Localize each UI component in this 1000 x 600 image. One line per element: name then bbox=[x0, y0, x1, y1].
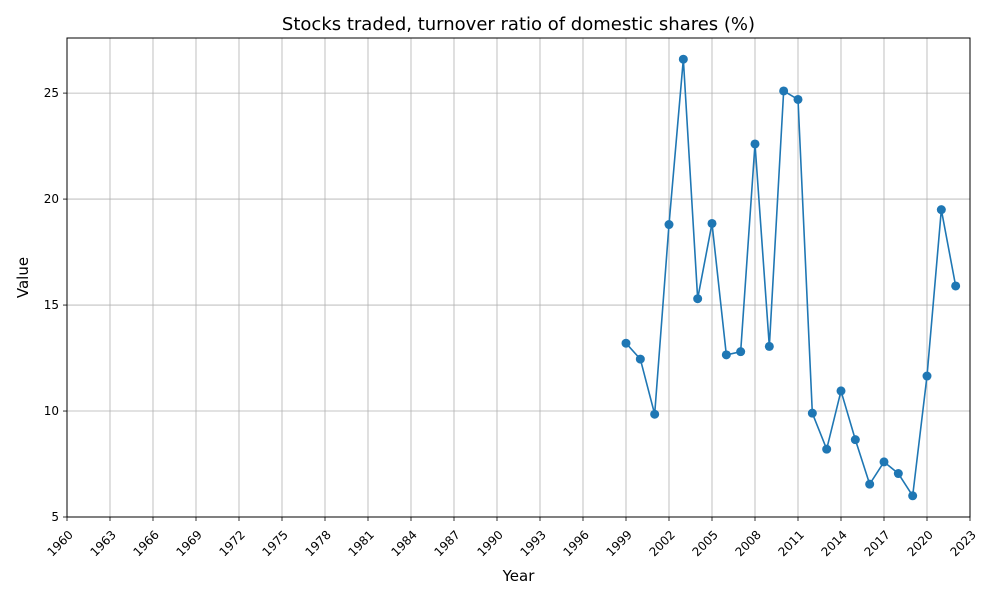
y-tick-label: 20 bbox=[44, 192, 59, 206]
x-tick-label: 1984 bbox=[388, 528, 419, 559]
x-tick-label: 2020 bbox=[904, 528, 935, 559]
data-point bbox=[908, 491, 918, 501]
data-point bbox=[793, 94, 803, 104]
y-tick-label: 5 bbox=[51, 510, 59, 524]
y-tick-label: 10 bbox=[44, 404, 59, 418]
data-point bbox=[779, 86, 789, 96]
x-axis-label: Year bbox=[502, 567, 536, 585]
x-tick-label: 2017 bbox=[861, 528, 892, 559]
data-point bbox=[836, 386, 846, 396]
x-tick-label: 1960 bbox=[44, 528, 75, 559]
x-tick-label: 1975 bbox=[259, 528, 290, 559]
data-point bbox=[951, 281, 961, 291]
x-tick-label: 1978 bbox=[302, 528, 333, 559]
x-tick-label: 2011 bbox=[775, 528, 806, 559]
x-tick-label: 1996 bbox=[560, 528, 591, 559]
data-point bbox=[721, 350, 731, 360]
x-tick-label: 1969 bbox=[173, 528, 204, 559]
data-point bbox=[650, 409, 660, 419]
plot-area-frame bbox=[66, 37, 971, 518]
x-axis: 1960 1963 1966 1969 1972 1975 1978 1981 1984 1987… bbox=[44, 517, 979, 559]
data-point bbox=[893, 469, 903, 479]
series-line bbox=[625, 59, 957, 499]
data-point bbox=[635, 354, 645, 364]
data-point bbox=[736, 347, 746, 357]
data-point bbox=[936, 205, 946, 215]
data-point bbox=[865, 479, 875, 489]
x-tick-label: 1990 bbox=[474, 528, 505, 559]
x-tick-label: 1981 bbox=[345, 528, 376, 559]
grid bbox=[66, 38, 971, 518]
series-layer bbox=[621, 54, 961, 501]
x-tick-label: 1966 bbox=[130, 528, 161, 559]
data-point bbox=[922, 371, 932, 381]
data-point bbox=[678, 54, 688, 64]
data-point bbox=[807, 408, 817, 418]
chart-title: Stocks traded, turnover ratio of domesti… bbox=[282, 14, 755, 35]
y-tick-label: 15 bbox=[44, 298, 59, 312]
data-point bbox=[850, 435, 860, 445]
x-tick-label: 2002 bbox=[646, 528, 677, 559]
data-point bbox=[664, 220, 674, 230]
x-tick-label: 2008 bbox=[732, 528, 763, 559]
x-tick-label: 1993 bbox=[517, 528, 548, 559]
data-point bbox=[822, 444, 832, 454]
data-point bbox=[879, 457, 889, 467]
y-axis-label: Value bbox=[14, 257, 32, 298]
y-tick-label: 25 bbox=[44, 86, 59, 100]
x-tick-label: 1999 bbox=[603, 528, 634, 559]
data-point bbox=[621, 338, 631, 348]
x-tick-label: 1972 bbox=[216, 528, 247, 559]
data-point bbox=[693, 294, 703, 304]
x-tick-label: 1987 bbox=[431, 528, 462, 559]
y-axis: 5 10 15 20 25 bbox=[44, 86, 67, 524]
x-tick-label: 1963 bbox=[87, 528, 118, 559]
data-point bbox=[750, 139, 760, 149]
data-point bbox=[707, 218, 717, 228]
x-tick-label: 2005 bbox=[689, 528, 720, 559]
data-point bbox=[764, 341, 774, 351]
x-tick-label: 2023 bbox=[947, 528, 978, 559]
x-tick-label: 2014 bbox=[818, 528, 849, 559]
